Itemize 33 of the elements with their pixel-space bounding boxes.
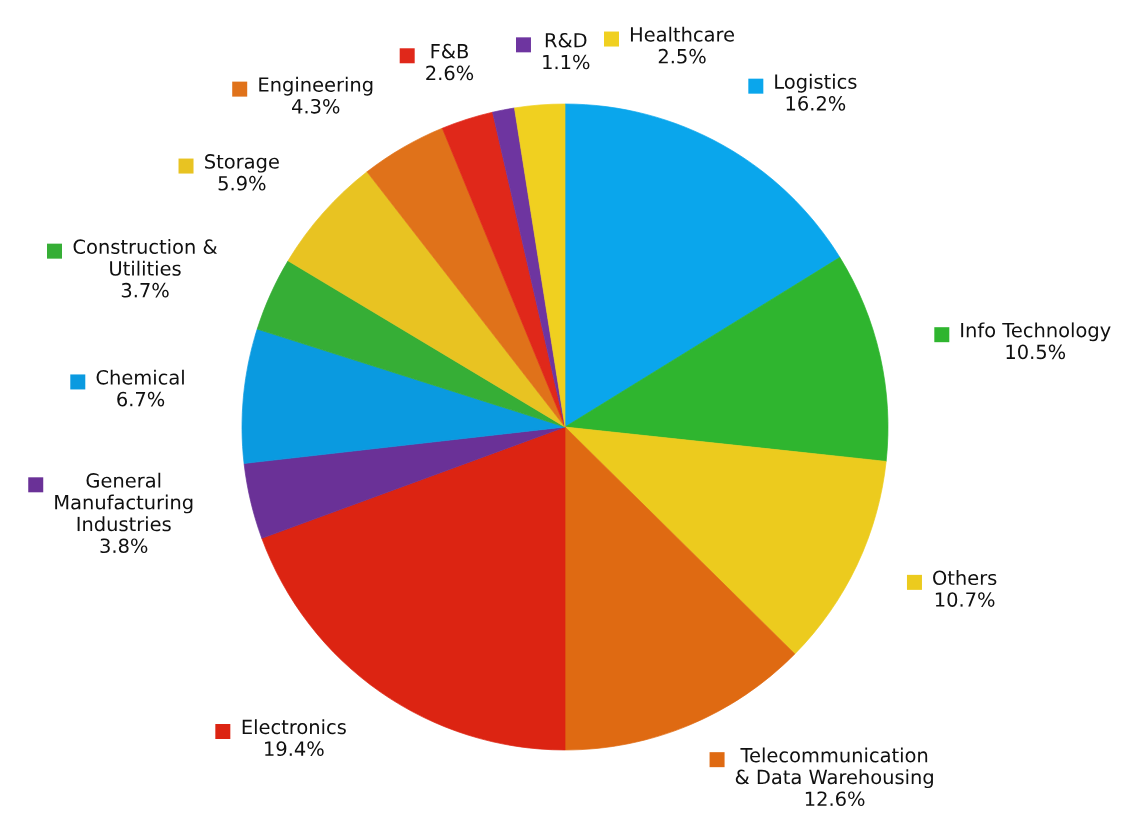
data-label: 5.9% — [218, 175, 266, 191]
legend-label: Telecommunication & Data Warehousing — [735, 747, 933, 789]
pie-slice — [243, 426, 566, 539]
legend-label: Storage — [205, 154, 279, 173]
data-label: 2.6% — [426, 65, 474, 81]
data-label: 12.6% — [805, 791, 865, 807]
legend-label: Healthcare — [630, 26, 735, 42]
legend-label: R&D — [545, 32, 587, 48]
data-label: 1.1% — [543, 54, 590, 70]
legend-label: General Manufacturing Industries — [55, 472, 193, 532]
data-label: 10.5% — [1006, 344, 1066, 360]
data-label: 2.5% — [658, 48, 706, 64]
data-label: 3.8% — [100, 538, 148, 554]
legend-label: Info Technology — [961, 322, 1111, 342]
legend-label: Electronics — [242, 719, 346, 735]
pie-slice — [441, 111, 566, 428]
legend-label: Chemical — [96, 369, 184, 385]
data-label: 4.3% — [292, 98, 340, 114]
data-label: 3.7% — [121, 282, 169, 298]
pie-slice — [241, 328, 566, 464]
legend-label: Engineering — [259, 76, 373, 96]
pie-slice — [256, 260, 566, 428]
legend-label: F&B — [431, 43, 468, 59]
data-label: 19.4% — [265, 741, 324, 757]
legend-label: Logistics — [775, 73, 857, 93]
pie-slice — [564, 257, 889, 462]
legend-label: Others — [933, 570, 997, 586]
data-label: 10.7% — [935, 592, 995, 607]
pie-slice — [287, 171, 566, 428]
data-label: 16.2% — [786, 95, 846, 111]
pie-slice — [366, 127, 566, 428]
legend-label: Construction & Utilities — [73, 238, 218, 276]
data-label: 6.7% — [117, 391, 165, 407]
